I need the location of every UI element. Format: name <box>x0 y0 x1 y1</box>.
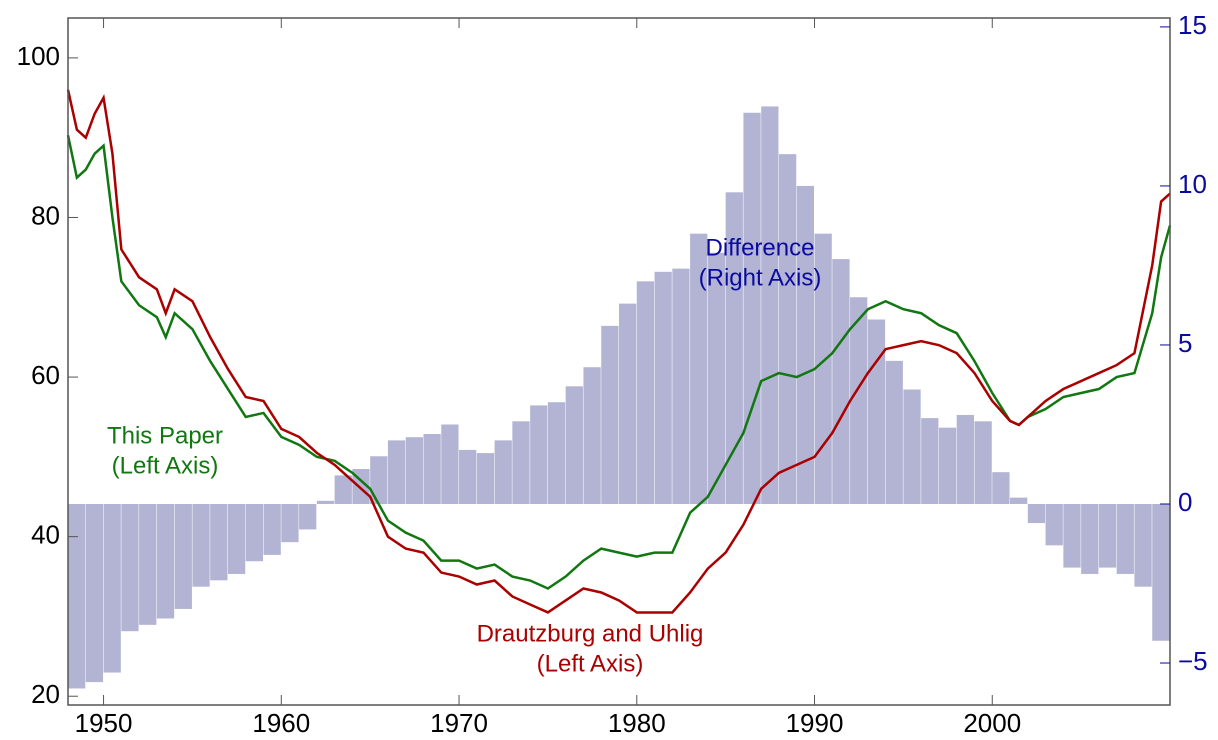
bar <box>885 360 903 504</box>
bar <box>778 154 797 504</box>
bar <box>867 319 886 504</box>
bar <box>121 503 139 632</box>
bar <box>1027 503 1046 524</box>
x-tick-label: 1950 <box>75 708 133 738</box>
bar <box>1081 503 1099 574</box>
y-tick-label: 80 <box>31 200 60 230</box>
bar <box>263 503 281 555</box>
bar <box>405 437 423 504</box>
bar <box>334 475 352 504</box>
bar <box>85 503 104 683</box>
bar <box>796 185 815 504</box>
bar <box>672 268 690 504</box>
bar <box>743 112 761 504</box>
x-tick-label: 1960 <box>252 708 310 738</box>
bar <box>423 434 441 504</box>
bar <box>725 192 743 504</box>
bar <box>281 503 299 543</box>
y2-tick-label: −5 <box>1178 646 1208 676</box>
bar <box>387 440 406 504</box>
x-tick-label: 2000 <box>963 708 1021 738</box>
bar <box>530 405 548 504</box>
bar <box>210 503 228 581</box>
bar <box>636 281 655 504</box>
bar <box>956 414 974 504</box>
bar <box>227 503 246 574</box>
bar <box>68 503 86 689</box>
bar <box>761 106 779 504</box>
bar <box>707 252 726 504</box>
annotation: (Right Axis) <box>699 264 822 291</box>
bar <box>512 421 530 504</box>
bar <box>139 503 157 625</box>
bar <box>1010 497 1028 504</box>
bar <box>619 303 637 504</box>
bar <box>1098 503 1117 568</box>
x-tick-label: 1970 <box>430 708 488 738</box>
x-tick-label: 1980 <box>608 708 666 738</box>
bar <box>192 503 210 587</box>
bar <box>1063 503 1081 568</box>
y2-tick-label: 0 <box>1178 487 1192 517</box>
line <box>66 89 1171 614</box>
bar <box>1152 503 1170 641</box>
bar <box>601 325 619 504</box>
bar <box>156 503 175 619</box>
bar <box>316 500 335 504</box>
bar <box>103 503 121 673</box>
bar <box>814 233 832 504</box>
y-tick-label: 40 <box>31 520 60 550</box>
annotation: Difference <box>706 234 815 261</box>
y2-tick-label: 15 <box>1178 10 1207 40</box>
bar <box>1134 503 1152 587</box>
y-tick-label: 100 <box>17 41 60 71</box>
bar <box>245 503 264 562</box>
bar <box>547 402 566 504</box>
annotation: (Left Axis) <box>537 650 644 677</box>
bar <box>459 449 477 504</box>
y-tick-label: 60 <box>31 360 60 390</box>
bar <box>441 424 459 504</box>
bar <box>921 418 939 504</box>
bar <box>370 456 388 504</box>
bar <box>938 427 957 504</box>
bar <box>832 259 850 504</box>
bar <box>850 297 868 504</box>
bar <box>565 386 583 504</box>
y-tick-label: 20 <box>31 679 60 709</box>
bar <box>903 389 921 504</box>
line <box>66 135 1172 590</box>
bar <box>583 367 601 504</box>
bar <box>174 503 192 609</box>
y2-tick-label: 5 <box>1178 328 1192 358</box>
bar <box>974 421 992 504</box>
annotation: (Left Axis) <box>112 452 219 479</box>
bar <box>299 503 317 530</box>
plot-frame <box>67 17 1171 706</box>
bar <box>992 472 1010 504</box>
annotation: This Paper <box>107 422 223 449</box>
x-tick-label: 1990 <box>786 708 844 738</box>
bar <box>1116 503 1134 574</box>
y2-tick-label: 10 <box>1178 169 1207 199</box>
bar <box>476 453 495 504</box>
bar <box>494 440 512 504</box>
bar <box>690 233 708 504</box>
bar <box>1045 503 1063 546</box>
annotation: Drautzburg and Uhlig <box>477 620 704 647</box>
bar <box>654 271 672 504</box>
